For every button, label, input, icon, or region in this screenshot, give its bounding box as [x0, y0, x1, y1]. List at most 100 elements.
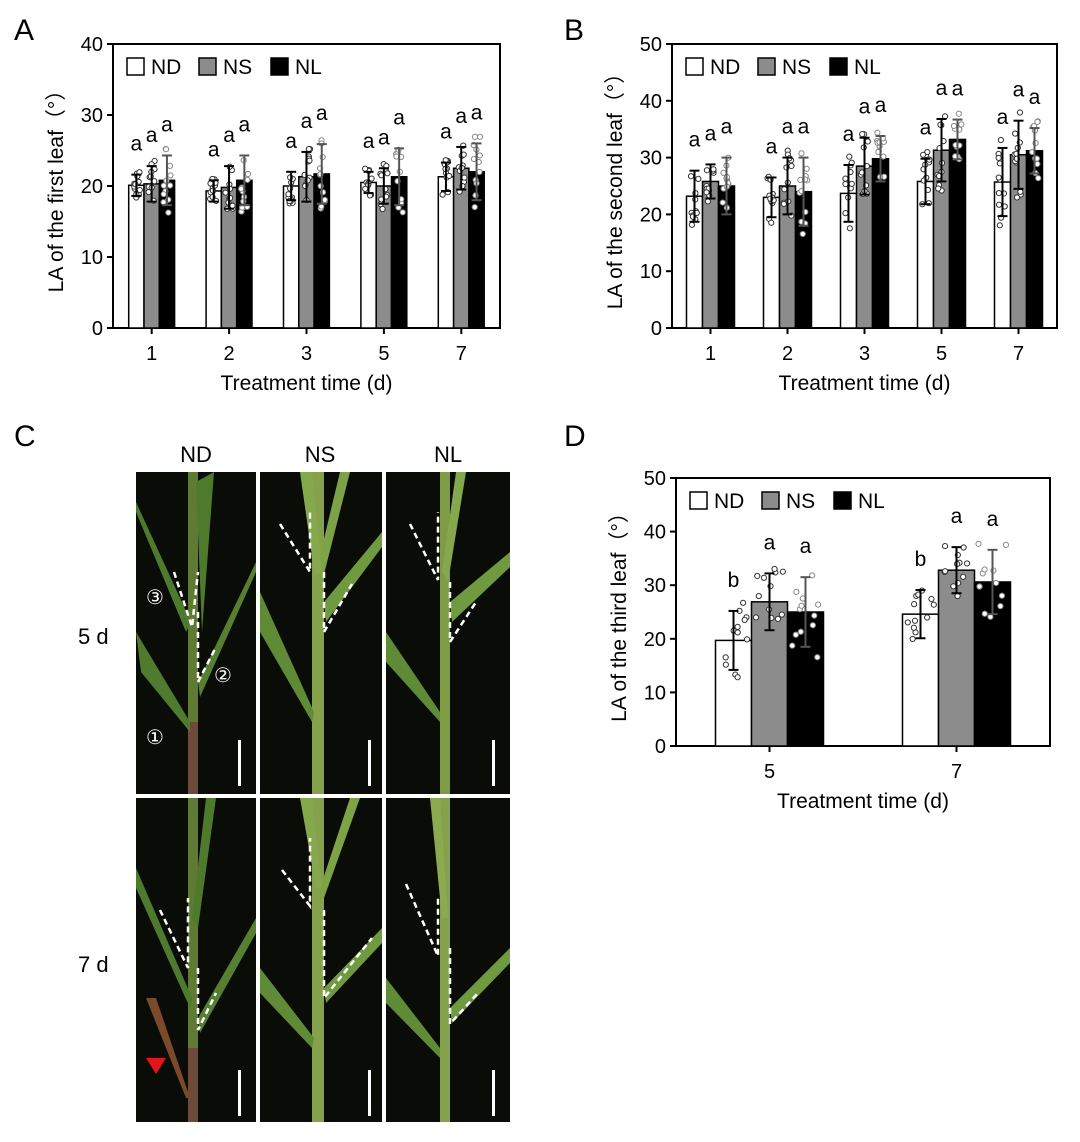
data-point [379, 205, 386, 213]
data-point [1017, 188, 1024, 195]
plant-image: ③ ② ① [136, 472, 256, 794]
legend-label-nl: NL [858, 490, 885, 513]
data-point [996, 222, 1003, 229]
significance-letter: a [705, 122, 717, 145]
y-tick-label: 0 [655, 736, 666, 758]
y-axis-label: LA of the first leaf（°） [45, 80, 68, 293]
chart-first-leaf-angle: 0 10 20 30 40 LA of the first leaf（°） Treatmen… [45, 34, 501, 395]
significance-letter: a [721, 116, 733, 139]
significance-letter: a [764, 531, 776, 554]
legend-label-nd: ND [151, 56, 181, 79]
data-point [165, 209, 172, 216]
data-point [995, 201, 1003, 208]
bar-nd [437, 176, 455, 329]
legend-swatch-nl [829, 57, 848, 76]
significance-letter: a [239, 113, 251, 136]
data-point [743, 636, 751, 643]
data-point [798, 150, 805, 157]
data-point [1002, 541, 1010, 548]
plot-frame [675, 477, 1051, 747]
data-point [811, 612, 818, 619]
data-point [803, 165, 810, 172]
legend-swatch-nl [270, 57, 289, 76]
data-point [909, 635, 916, 643]
data-point [981, 610, 988, 617]
significance-letter: a [471, 101, 483, 124]
data-point [859, 131, 866, 138]
data-point [788, 162, 795, 170]
significance-letter: a [440, 121, 452, 144]
data-point [695, 175, 702, 183]
data-point [930, 601, 937, 608]
x-tick-label: 5 [378, 343, 389, 365]
y-tick-label: 0 [651, 318, 662, 340]
data-point [1035, 175, 1042, 182]
data-point [942, 568, 949, 575]
data-point [950, 583, 957, 590]
data-point [874, 129, 881, 136]
x-tick-label: 7 [1013, 343, 1024, 365]
leaf-marker-2: ② [214, 665, 232, 687]
data-point [792, 631, 799, 638]
data-point [864, 138, 871, 145]
data-point [399, 209, 406, 216]
photo-row-label-5d: 5 d [78, 624, 109, 649]
plant-image [136, 798, 256, 1122]
data-point [920, 151, 927, 158]
data-point [981, 566, 988, 573]
data-point [815, 601, 822, 608]
legend-swatch-nd [685, 57, 704, 76]
data-point [703, 167, 711, 174]
legend-swatch-nl [833, 491, 852, 510]
data-point [306, 157, 313, 164]
data-point [734, 629, 741, 636]
data-point [244, 176, 251, 183]
data-point [321, 196, 328, 203]
data-point [799, 230, 806, 238]
x-tick-label: 5 [936, 343, 947, 365]
data-point [687, 173, 695, 180]
plant-image [386, 472, 510, 794]
data-point [789, 642, 796, 649]
data-point [793, 588, 800, 595]
data-point [476, 152, 483, 159]
x-tick-label: 5 [764, 761, 775, 783]
data-point [167, 172, 174, 179]
data-point [995, 174, 1002, 181]
data-point [778, 611, 785, 618]
bar-nd [205, 190, 223, 329]
data-point [924, 148, 931, 156]
data-point [995, 189, 1003, 197]
data-point [997, 603, 1004, 610]
data-point [846, 225, 853, 232]
data-point [476, 168, 483, 176]
y-axis-label: LA of the third leaf（°） [608, 502, 631, 722]
data-point [734, 674, 741, 681]
x-axis-label: Treatment time (d) [221, 372, 393, 395]
data-point [1012, 130, 1019, 137]
data-point [741, 616, 748, 623]
data-point [760, 574, 768, 581]
data-point [222, 189, 229, 196]
y-tick-label: 30 [81, 105, 103, 127]
significance-letter: a [131, 133, 143, 156]
data-point [740, 599, 747, 606]
significance-letter: a [1013, 79, 1025, 102]
significance-letter: b [728, 569, 740, 592]
significance-letter: a [766, 135, 778, 158]
data-point [941, 542, 949, 550]
significance-letter: a [689, 129, 701, 152]
y-tick-label: 10 [640, 261, 662, 283]
data-point [997, 136, 1004, 144]
y-tick-label: 50 [640, 34, 662, 56]
significance-letter: a [146, 124, 158, 147]
panel-label-b: B [564, 14, 585, 47]
significance-letter: a [378, 126, 390, 149]
x-axis-label: Treatment time (d) [779, 372, 951, 395]
x-tick-label: 1 [146, 343, 157, 365]
y-tick-label: 40 [81, 34, 103, 56]
significance-letter: a [798, 116, 810, 139]
x-tick-label: 7 [456, 343, 467, 365]
significance-letter: a [223, 124, 235, 147]
data-point [166, 162, 174, 169]
